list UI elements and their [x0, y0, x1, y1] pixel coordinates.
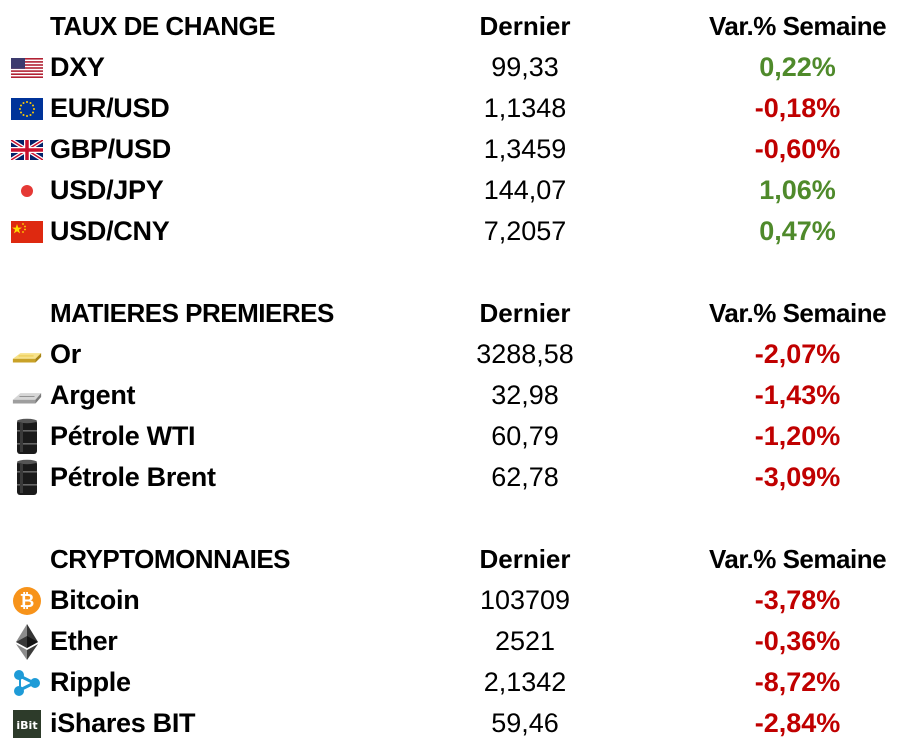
instrument-name: Or: [50, 339, 81, 369]
last-value: 32,98: [491, 380, 559, 410]
section-title: CRYPTOMONNAIES: [50, 544, 291, 574]
section-title: MATIERES PREMIERES: [50, 298, 334, 328]
last-value: 59,46: [491, 708, 559, 738]
section-cryptocurrencies: CRYPTOMONNAIES Dernier Var.% Semaine ₿ B…: [0, 539, 909, 744]
ishares-bit-icon: iBit: [11, 709, 43, 739]
weekly-change: -0,18%: [754, 93, 841, 123]
last-value: 2,1342: [483, 667, 567, 697]
instrument-name: iShares BIT: [50, 708, 196, 738]
table-row-ishares-bit: iBit iShares BIT 59,46 -2,84%: [0, 703, 909, 744]
table-row-gold: Or 3288,58 -2,07%: [0, 334, 909, 375]
section-exchange-rates: TAUX DE CHANGE Dernier Var.% Semaine DXY…: [0, 6, 909, 252]
instrument-name: USD/JPY: [50, 175, 164, 205]
instrument-name: Pétrole WTI: [50, 421, 196, 451]
last-value: 60,79: [491, 421, 559, 451]
table-row-bitcoin: ₿ Bitcoin 103709 -3,78%: [0, 580, 909, 621]
table-row-eur-usd: EUR/USD 1,1348 -0,18%: [0, 88, 909, 129]
table-row-dxy: DXY 99,33 0,22%: [0, 47, 909, 88]
table-row-usd-jpy: USD/JPY 144,07 1,06%: [0, 170, 909, 211]
instrument-name: GBP/USD: [50, 134, 171, 164]
bitcoin-icon: ₿: [11, 586, 43, 616]
last-value: 2521: [494, 626, 556, 656]
ethereum-icon: [11, 623, 43, 661]
table-row-ether: Ether 2521 -0,36%: [0, 621, 909, 662]
last-value: 3288,58: [476, 339, 574, 369]
table-row-ripple: Ripple 2,1342 -8,72%: [0, 662, 909, 703]
last-value: 144,07: [483, 175, 567, 205]
column-header-weekly-change: Var.% Semaine: [708, 11, 887, 41]
section-header: MATIERES PREMIERES Dernier Var.% Semaine: [0, 293, 909, 334]
section-header: CRYPTOMONNAIES Dernier Var.% Semaine: [0, 539, 909, 580]
instrument-name: Ripple: [50, 667, 131, 697]
weekly-change: -1,20%: [754, 421, 841, 451]
ripple-icon: [11, 668, 43, 698]
instrument-name: Ether: [50, 626, 118, 656]
ishares-bit-logo-text: iBit: [16, 719, 37, 732]
column-header-last: Dernier: [479, 544, 571, 574]
weekly-change: -8,72%: [754, 667, 841, 697]
instrument-name: EUR/USD: [50, 93, 170, 123]
oil-barrel-icon: [11, 418, 43, 456]
last-value: 99,33: [491, 52, 559, 82]
svg-text:₿: ₿: [20, 591, 35, 612]
weekly-change: -0,36%: [754, 626, 841, 656]
weekly-change: -3,78%: [754, 585, 841, 615]
table-row-brent-oil: Pétrole Brent 62,78 -3,09%: [0, 457, 909, 498]
column-header-weekly-change: Var.% Semaine: [708, 544, 887, 574]
last-value: 103709: [479, 585, 571, 615]
weekly-change: -0,60%: [754, 134, 841, 164]
weekly-change: -3,09%: [754, 462, 841, 492]
column-header-last: Dernier: [479, 298, 571, 328]
china-flag-icon: [11, 217, 43, 247]
section-commodities: MATIERES PREMIERES Dernier Var.% Semaine…: [0, 293, 909, 498]
oil-barrel-icon: [11, 459, 43, 497]
weekly-change: -1,43%: [754, 380, 841, 410]
us-flag-icon: [11, 53, 43, 83]
uk-flag-icon: [11, 135, 43, 165]
weekly-change: 0,22%: [759, 52, 836, 82]
weekly-change: 0,47%: [759, 216, 836, 246]
last-value: 1,3459: [483, 134, 567, 164]
section-header: TAUX DE CHANGE Dernier Var.% Semaine: [0, 6, 909, 47]
eu-flag-icon: [11, 94, 43, 124]
column-header-weekly-change: Var.% Semaine: [708, 298, 887, 328]
instrument-name: USD/CNY: [50, 216, 170, 246]
instrument-name: Argent: [50, 380, 136, 410]
instrument-name: Pétrole Brent: [50, 462, 216, 492]
last-value: 1,1348: [483, 93, 567, 123]
table-row-wti-oil: Pétrole WTI 60,79 -1,20%: [0, 416, 909, 457]
instrument-name: Bitcoin: [50, 585, 140, 615]
table-row-usd-cny: USD/CNY 7,2057 0,47%: [0, 211, 909, 252]
weekly-change: 1,06%: [759, 175, 836, 205]
last-value: 62,78: [491, 462, 559, 492]
weekly-change: -2,84%: [754, 708, 841, 738]
column-header-last: Dernier: [479, 11, 571, 41]
silver-bar-icon: [11, 381, 43, 411]
table-row-gbp-usd: GBP/USD 1,3459 -0,60%: [0, 129, 909, 170]
japan-flag-icon: [11, 176, 43, 206]
weekly-change: -2,07%: [754, 339, 841, 369]
section-title: TAUX DE CHANGE: [50, 11, 276, 41]
instrument-name: DXY: [50, 52, 105, 82]
gold-bar-icon: [11, 340, 43, 370]
last-value: 7,2057: [483, 216, 567, 246]
table-row-silver: Argent 32,98 -1,43%: [0, 375, 909, 416]
